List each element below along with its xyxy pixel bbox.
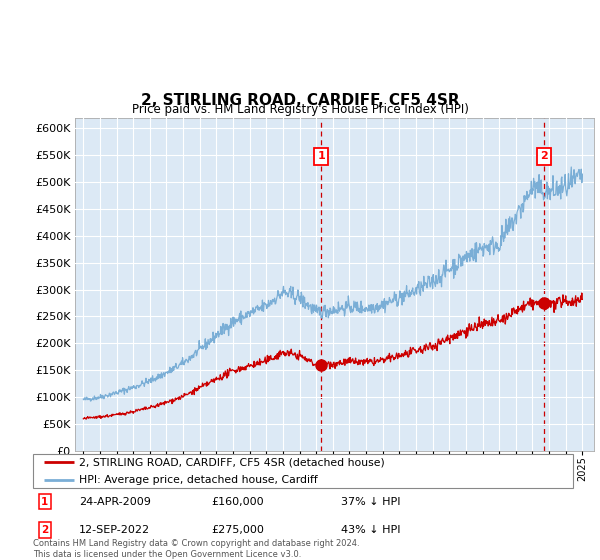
Text: 37% ↓ HPI: 37% ↓ HPI [341, 497, 400, 507]
Text: Contains HM Land Registry data © Crown copyright and database right 2024.
This d: Contains HM Land Registry data © Crown c… [33, 539, 359, 559]
Text: Price paid vs. HM Land Registry's House Price Index (HPI): Price paid vs. HM Land Registry's House … [131, 104, 469, 116]
Text: 1: 1 [317, 151, 325, 161]
Text: £160,000: £160,000 [211, 497, 264, 507]
Text: 2: 2 [540, 151, 548, 161]
Text: 12-SEP-2022: 12-SEP-2022 [79, 525, 150, 535]
Text: HPI: Average price, detached house, Cardiff: HPI: Average price, detached house, Card… [79, 475, 317, 484]
Text: 2, STIRLING ROAD, CARDIFF, CF5 4SR: 2, STIRLING ROAD, CARDIFF, CF5 4SR [140, 92, 460, 108]
Text: 1: 1 [41, 497, 49, 507]
Text: 2: 2 [41, 525, 49, 535]
FancyBboxPatch shape [33, 454, 573, 488]
Text: 24-APR-2009: 24-APR-2009 [79, 497, 151, 507]
Text: 43% ↓ HPI: 43% ↓ HPI [341, 525, 400, 535]
Text: £275,000: £275,000 [211, 525, 264, 535]
Text: 2, STIRLING ROAD, CARDIFF, CF5 4SR (detached house): 2, STIRLING ROAD, CARDIFF, CF5 4SR (deta… [79, 458, 385, 467]
